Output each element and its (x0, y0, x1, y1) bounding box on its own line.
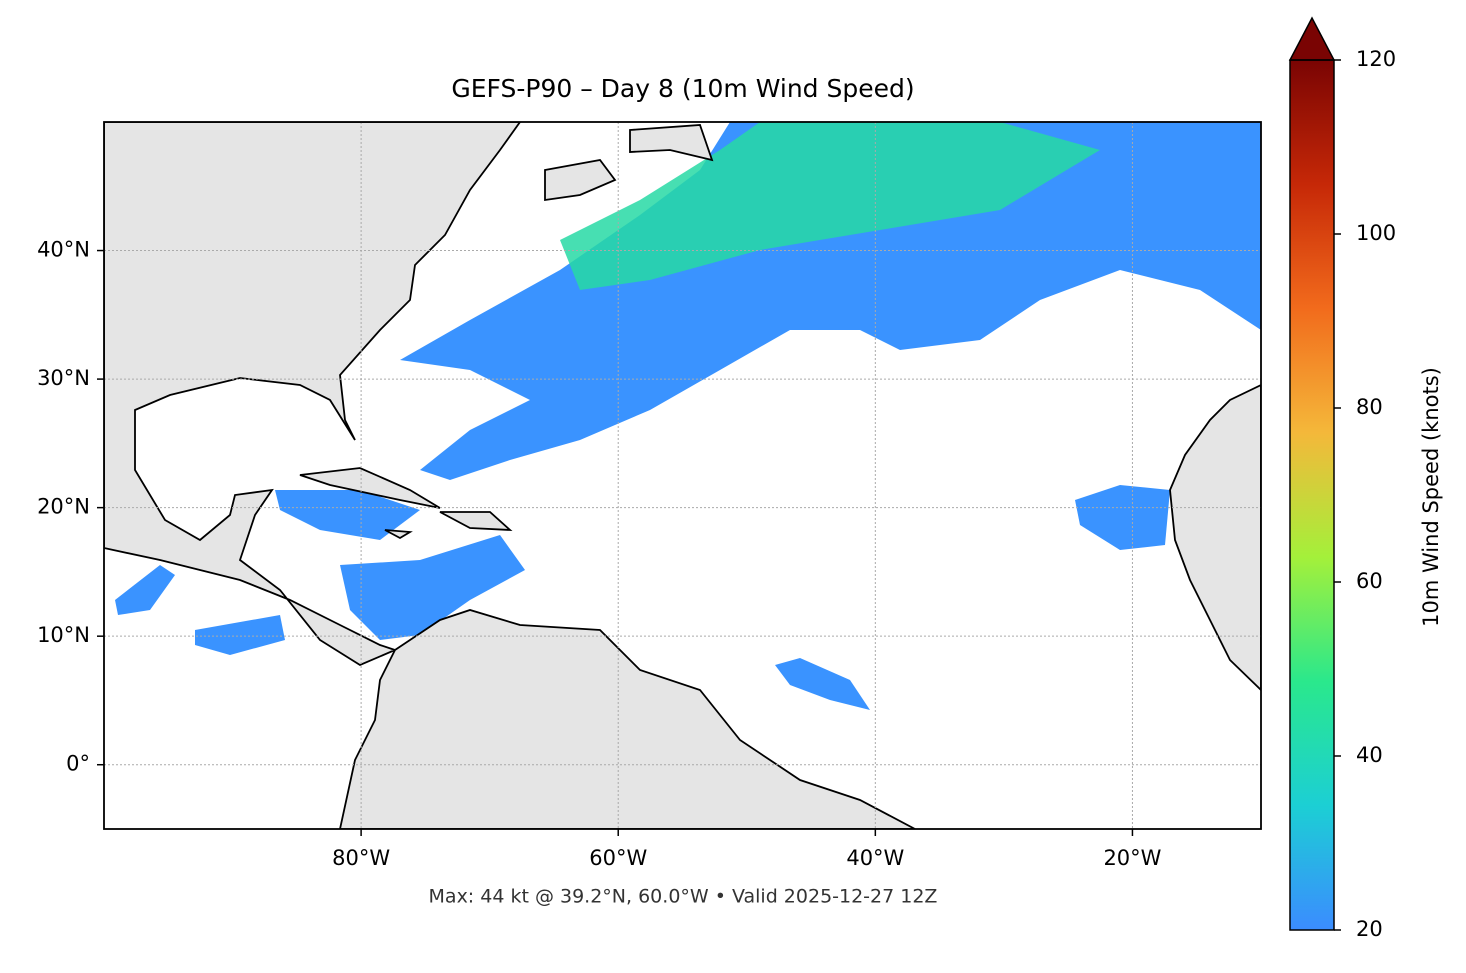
grid (104, 122, 1261, 829)
colorbar-extend (1288, 16, 1336, 61)
colorbar-frame (1289, 59, 1335, 931)
newfoundland (544, 124, 714, 202)
x-tick-label: 80°W (332, 846, 390, 870)
colorbar-tick-label: 60 (1356, 569, 1383, 593)
wind-gulf-honduras (275, 490, 420, 540)
map-frame (103, 121, 1262, 830)
y-tick-label: 0° (66, 752, 90, 776)
wind-equator (775, 658, 870, 710)
south-america (339, 609, 916, 829)
colorbar-tick-label: 120 (1356, 47, 1396, 71)
africa (1169, 384, 1261, 692)
chart-title: GEFS-P90 – Day 8 (10m Wind Speed) (451, 74, 914, 103)
y-tick-label: 10°N (37, 623, 90, 647)
wind-pacific (115, 565, 285, 655)
colorbar-tick-label: 80 (1356, 395, 1383, 419)
hispaniola (384, 511, 513, 540)
wind-caribbean (340, 535, 525, 640)
colorbar-tick-label: 40 (1356, 743, 1383, 767)
x-tick-label: 20°W (1103, 846, 1161, 870)
y-tick-label: 30°N (37, 366, 90, 390)
y-tick-label: 20°N (37, 495, 90, 519)
colorbar-label: 10m Wind Speed (knots) (1419, 367, 1443, 627)
x-tick-label: 40°W (846, 846, 904, 870)
north-america (104, 122, 522, 667)
colorbar (1290, 60, 1334, 930)
colorbar-tick-label: 20 (1356, 917, 1383, 941)
y-tick-label: 40°N (37, 238, 90, 262)
colorbar-tick-label: 100 (1356, 221, 1396, 245)
wind-band (400, 122, 1261, 480)
wind-core (560, 122, 1100, 290)
wind-africa (1075, 485, 1170, 550)
map-layer (104, 122, 1261, 829)
x-tick-label: 60°W (589, 846, 647, 870)
footer-note: Max: 44 kt @ 39.2°N, 60.0°W • Valid 2025… (429, 886, 938, 908)
